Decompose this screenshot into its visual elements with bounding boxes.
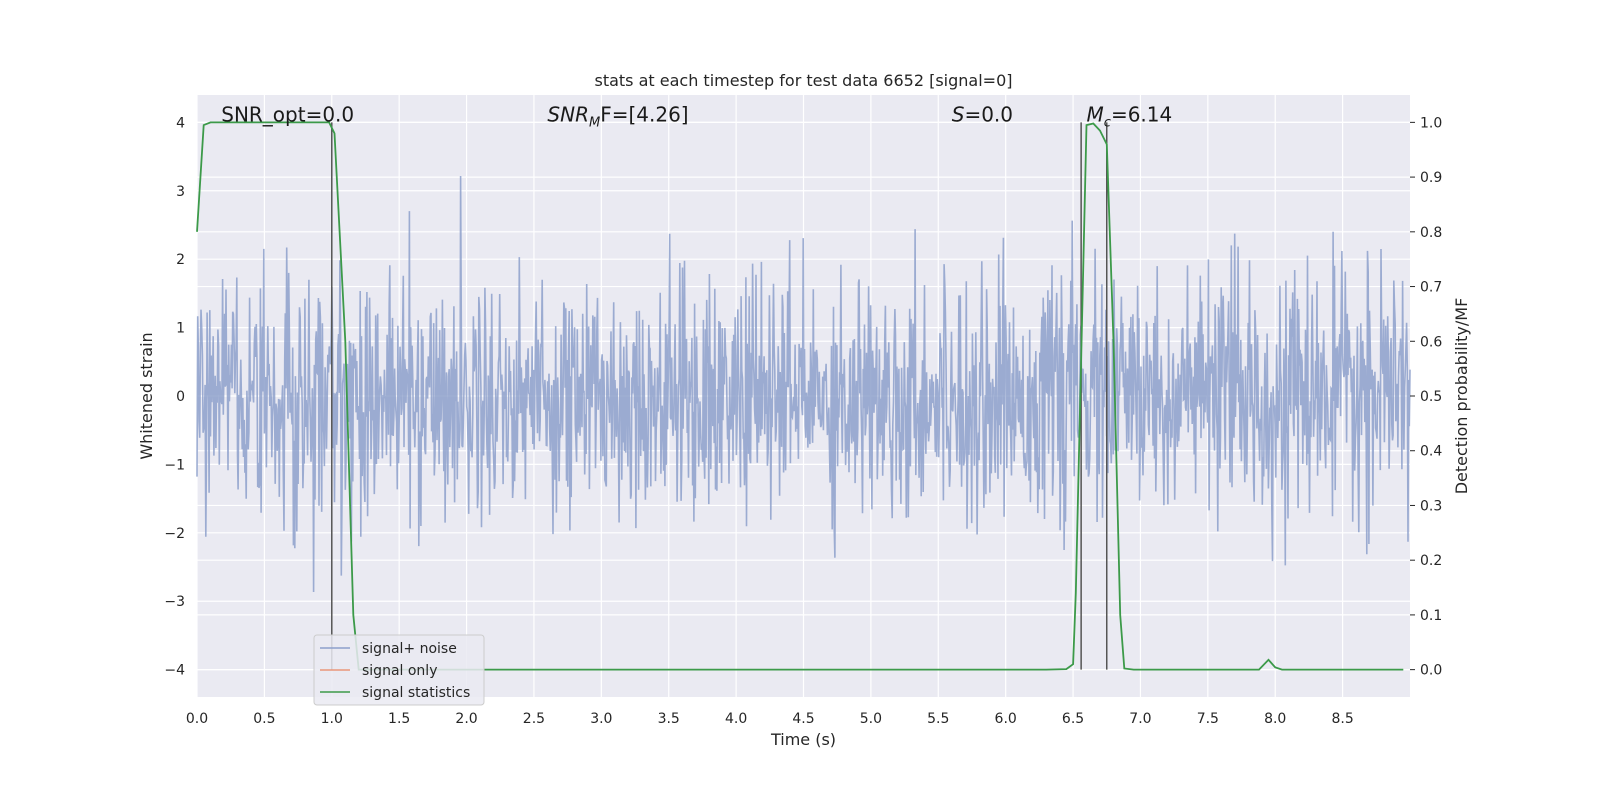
y-tick-label-left: 0 [176,389,185,405]
x-tick-label: 0.0 [186,711,208,727]
y-tick-label-right: 0.4 [1420,444,1442,460]
x-axis-label: Time (s) [770,730,836,749]
annotation-subscript: c [1104,115,1111,130]
legend-entry-signal-noise: signal+ noise [362,641,457,657]
x-tick-label: 5.0 [860,711,882,727]
annotation-rest: F=[4.26] [600,102,688,126]
y-tick-label-left: −2 [164,526,185,542]
y-tick-label-right: 0.1 [1420,608,1442,624]
annotation-rest: =0.0 [964,102,1013,126]
statistics-trace [196,121,1404,671]
legend-entry-signal-statistics: signal statistics [362,685,470,701]
x-tick-label: 7.5 [1197,711,1219,727]
legend-entry-signal-only: signal only [362,663,437,679]
legend: signal+ noise signal only signal statist… [313,634,485,706]
x-tick-label: 4.0 [725,711,747,727]
y-tick-label-left: 3 [176,184,185,200]
y-tick-label-right: 0.9 [1420,170,1442,186]
x-tick-label: 6.0 [995,711,1017,727]
annotation-main: SNR [547,102,589,126]
x-tick-label: 3.0 [590,711,612,727]
series-signal-statistics [196,121,1404,671]
x-tick-label: 7.0 [1129,711,1151,727]
x-tick-label: 3.5 [658,711,680,727]
y-tick-label-right: 0.3 [1420,498,1442,514]
x-tick-label: 1.5 [388,711,410,727]
y-tick-label-left: 2 [176,252,185,268]
annotation-snr-opt: SNR_opt=0.0 [221,102,354,126]
y-tick-label-left: −1 [164,457,185,473]
x-tick-label: 1.0 [321,711,343,727]
annotation-main: S [952,102,965,126]
x-tick-label: 2.5 [523,711,545,727]
annotations: SNR_opt=0.0 SNRMF=[4.26] S=0.0 Mc=6.14 [221,102,1172,130]
y-axis-label-right: Detection probability/MF [1452,298,1471,495]
y-tick-label-right: 0.5 [1420,389,1442,405]
y-axis-ticks-left: 4 3 2 1 0 −1 −2 −3 −4 [164,115,185,678]
annotation-mc: Mc=6.14 [1087,102,1173,130]
x-axis-ticks: 0.0 0.5 1.0 1.5 2.0 2.5 3.0 3.5 4.0 4.5 5.0 5.5 6.0 6… [186,711,1354,727]
noise-trace [196,175,1411,593]
x-tick-label: 4.5 [792,711,814,727]
x-tick-label: 0.5 [253,711,275,727]
x-tick-label: 8.5 [1331,711,1353,727]
x-tick-label: 8.0 [1264,711,1286,727]
y-tick-label-left: −3 [164,594,185,610]
x-tick-label: 5.5 [927,711,949,727]
series-signal-noise [196,175,1411,593]
y-axis-ticks-right: 1.0 0.9 0.8 0.7 0.6 0.5 0.4 0.3 0.2 0.1 0.0 [1410,115,1442,679]
legend-box [313,634,485,706]
y-tick-label-right: 0.2 [1420,553,1442,569]
y-tick-label-right: 0.7 [1420,280,1442,296]
y-tick-label-right: 1.0 [1420,115,1442,131]
y-tick-label-right: 0.8 [1420,225,1442,241]
annotation-subscript: M [589,115,600,130]
chart-title: stats at each timestep for test data 665… [594,71,1012,90]
x-tick-label: 2.0 [455,711,477,727]
annotation-snr-mf: SNRMF=[4.26] [547,102,688,130]
x-tick-label: 6.5 [1062,711,1084,727]
annotation-main: SNR_opt=0.0 [221,102,354,126]
y-tick-label-left: −4 [164,663,185,679]
y-tick-label-left: 4 [176,115,185,131]
y-tick-label-right: 0.0 [1420,663,1442,679]
annotation-rest: =6.14 [1111,102,1172,126]
annotation-main: M [1087,102,1104,126]
y-tick-label-right: 0.6 [1420,334,1442,350]
y-tick-label-left: 1 [176,321,185,337]
annotation-s-stat: S=0.0 [952,102,1013,126]
y-axis-label-left: Whitened strain [137,332,156,459]
